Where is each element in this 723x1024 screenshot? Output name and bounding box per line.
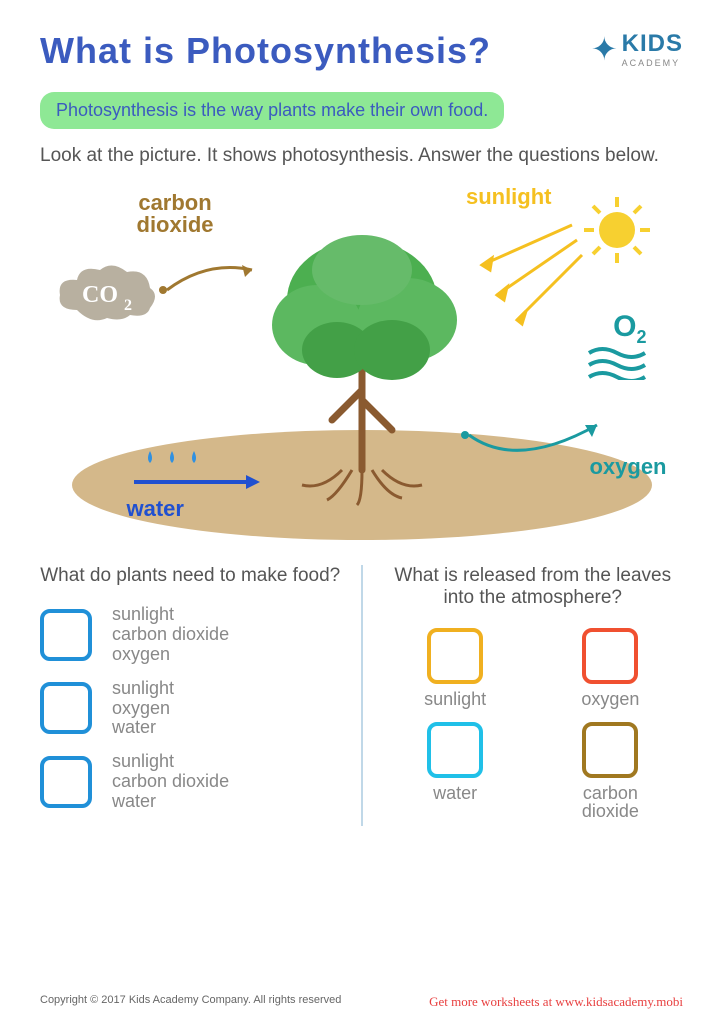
- sunlight-label: sunlight: [466, 184, 552, 210]
- q1-option-3-text: sunlight carbon dioxide water: [112, 752, 229, 811]
- q2-item-sunlight: sunlight: [393, 628, 518, 708]
- q1-title: What do plants need to make food?: [40, 565, 341, 588]
- svg-text:CO: CO: [82, 282, 118, 308]
- copyright-text: Copyright © 2017 Kids Academy Company. A…: [40, 994, 341, 1010]
- logo-brand: KIDS: [622, 30, 683, 57]
- water-drops-icon: [142, 447, 212, 472]
- q1-option-1-text: sunlight carbon dioxide oxygen: [112, 605, 229, 664]
- co2-arrow: [157, 255, 257, 305]
- q1-option-3: sunlight carbon dioxide water: [40, 752, 341, 811]
- svg-text:2: 2: [124, 297, 132, 314]
- question-2: What is released from the leaves into th…: [361, 565, 684, 826]
- q2-checkbox-oxygen[interactable]: [582, 628, 638, 684]
- oxygen-arrow: [457, 415, 607, 475]
- q2-label-water: water: [393, 784, 518, 802]
- questions-section: What do plants need to make food? sunlig…: [40, 565, 683, 826]
- logo: ✦ KIDS ACADEMY: [591, 30, 683, 68]
- water-arrow: [132, 472, 262, 492]
- water-label: water: [127, 496, 184, 522]
- o2-formula: O2: [613, 310, 646, 348]
- q1-checkbox-1[interactable]: [40, 609, 92, 661]
- tree-icon: [242, 210, 482, 510]
- more-worksheets-text: Get more worksheets at www.kidsacademy.m…: [429, 994, 683, 1010]
- co2-label: carbon dioxide: [137, 192, 214, 236]
- sunlight-arrows: [452, 210, 592, 330]
- definition-box: Photosynthesis is the way plants make th…: [40, 92, 504, 129]
- q2-checkbox-co2[interactable]: [582, 722, 638, 778]
- oxygen-waves-icon: [587, 345, 647, 380]
- q2-title: What is released from the leaves into th…: [383, 565, 684, 611]
- q2-label-oxygen: oxygen: [548, 690, 673, 708]
- q1-checkbox-3[interactable]: [40, 756, 92, 808]
- q2-label-sunlight: sunlight: [393, 690, 518, 708]
- question-1: What do plants need to make food? sunlig…: [40, 565, 361, 826]
- q1-option-1: sunlight carbon dioxide oxygen: [40, 605, 341, 664]
- q2-item-water: water: [393, 722, 518, 820]
- footer: Copyright © 2017 Kids Academy Company. A…: [40, 994, 683, 1010]
- logo-sub: ACADEMY: [622, 58, 683, 68]
- instruction-text: Look at the picture. It shows photosynth…: [40, 143, 683, 170]
- q2-label-co2: carbon dioxide: [548, 784, 673, 820]
- q2-checkbox-sunlight[interactable]: [427, 628, 483, 684]
- q2-checkbox-water[interactable]: [427, 722, 483, 778]
- logo-icon: ✦: [591, 30, 618, 68]
- photosynthesis-diagram: CO 2 O2 carbon dioxide sunlight oxygen w…: [42, 180, 682, 540]
- q1-checkbox-2[interactable]: [40, 682, 92, 734]
- co2-cloud-icon: CO 2: [52, 260, 162, 330]
- q2-item-oxygen: oxygen: [548, 628, 673, 708]
- q2-item-co2: carbon dioxide: [548, 722, 673, 820]
- q1-option-2-text: sunlight oxygen water: [112, 679, 174, 738]
- oxygen-label: oxygen: [589, 454, 666, 480]
- sun-icon: [582, 195, 652, 265]
- q1-option-2: sunlight oxygen water: [40, 679, 341, 738]
- page-title: What is Photosynthesis?: [40, 30, 491, 72]
- header: What is Photosynthesis? ✦ KIDS ACADEMY: [40, 30, 683, 72]
